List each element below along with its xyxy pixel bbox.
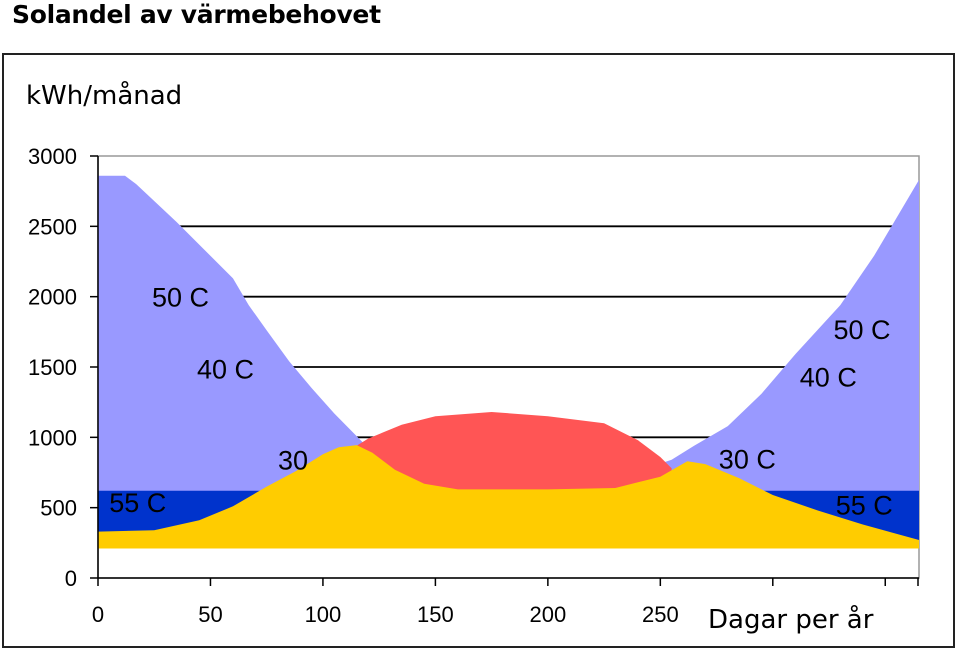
- annotation-label-7: 30 C: [719, 444, 776, 474]
- y-tick-label-2500: 2500: [28, 214, 77, 239]
- annotation-label-2: 40 C: [197, 354, 254, 384]
- y-axis-label: kWh/månad: [26, 80, 182, 111]
- x-tick-label-50: 50: [198, 602, 222, 627]
- annotation-label-1: 50 C: [152, 283, 209, 313]
- chart-frame: [2, 53, 955, 648]
- x-axis-label: Dagar per år: [708, 604, 874, 635]
- x-tick-label-100: 100: [305, 602, 342, 627]
- area-series-4: [98, 445, 919, 549]
- y-tick-label-1500: 1500: [28, 355, 77, 380]
- page-title: Solandel av värmebehovet: [12, 0, 381, 29]
- y-tick-label-2000: 2000: [28, 285, 77, 310]
- annotation-label-5: 50 C: [834, 315, 891, 345]
- y-tick-label-500: 500: [40, 496, 77, 521]
- y-tick-label-3000: 3000: [28, 144, 77, 169]
- x-tick-label-0: 0: [92, 602, 104, 627]
- x-tick-label-200: 200: [530, 602, 567, 627]
- annotation-label-8: 55 C: [836, 491, 893, 521]
- x-tick-label-250: 250: [642, 602, 679, 627]
- annotation-label-6: 40 C: [800, 363, 857, 393]
- x-tick-label-150: 150: [417, 602, 454, 627]
- annotation-label-3: 30: [278, 446, 308, 476]
- area-series-1: [98, 175, 919, 549]
- area-series-3: [322, 412, 672, 494]
- y-tick-label-1000: 1000: [28, 425, 77, 450]
- annotation-label-4: 55 C: [109, 488, 166, 518]
- y-tick-label-0: 0: [65, 566, 77, 591]
